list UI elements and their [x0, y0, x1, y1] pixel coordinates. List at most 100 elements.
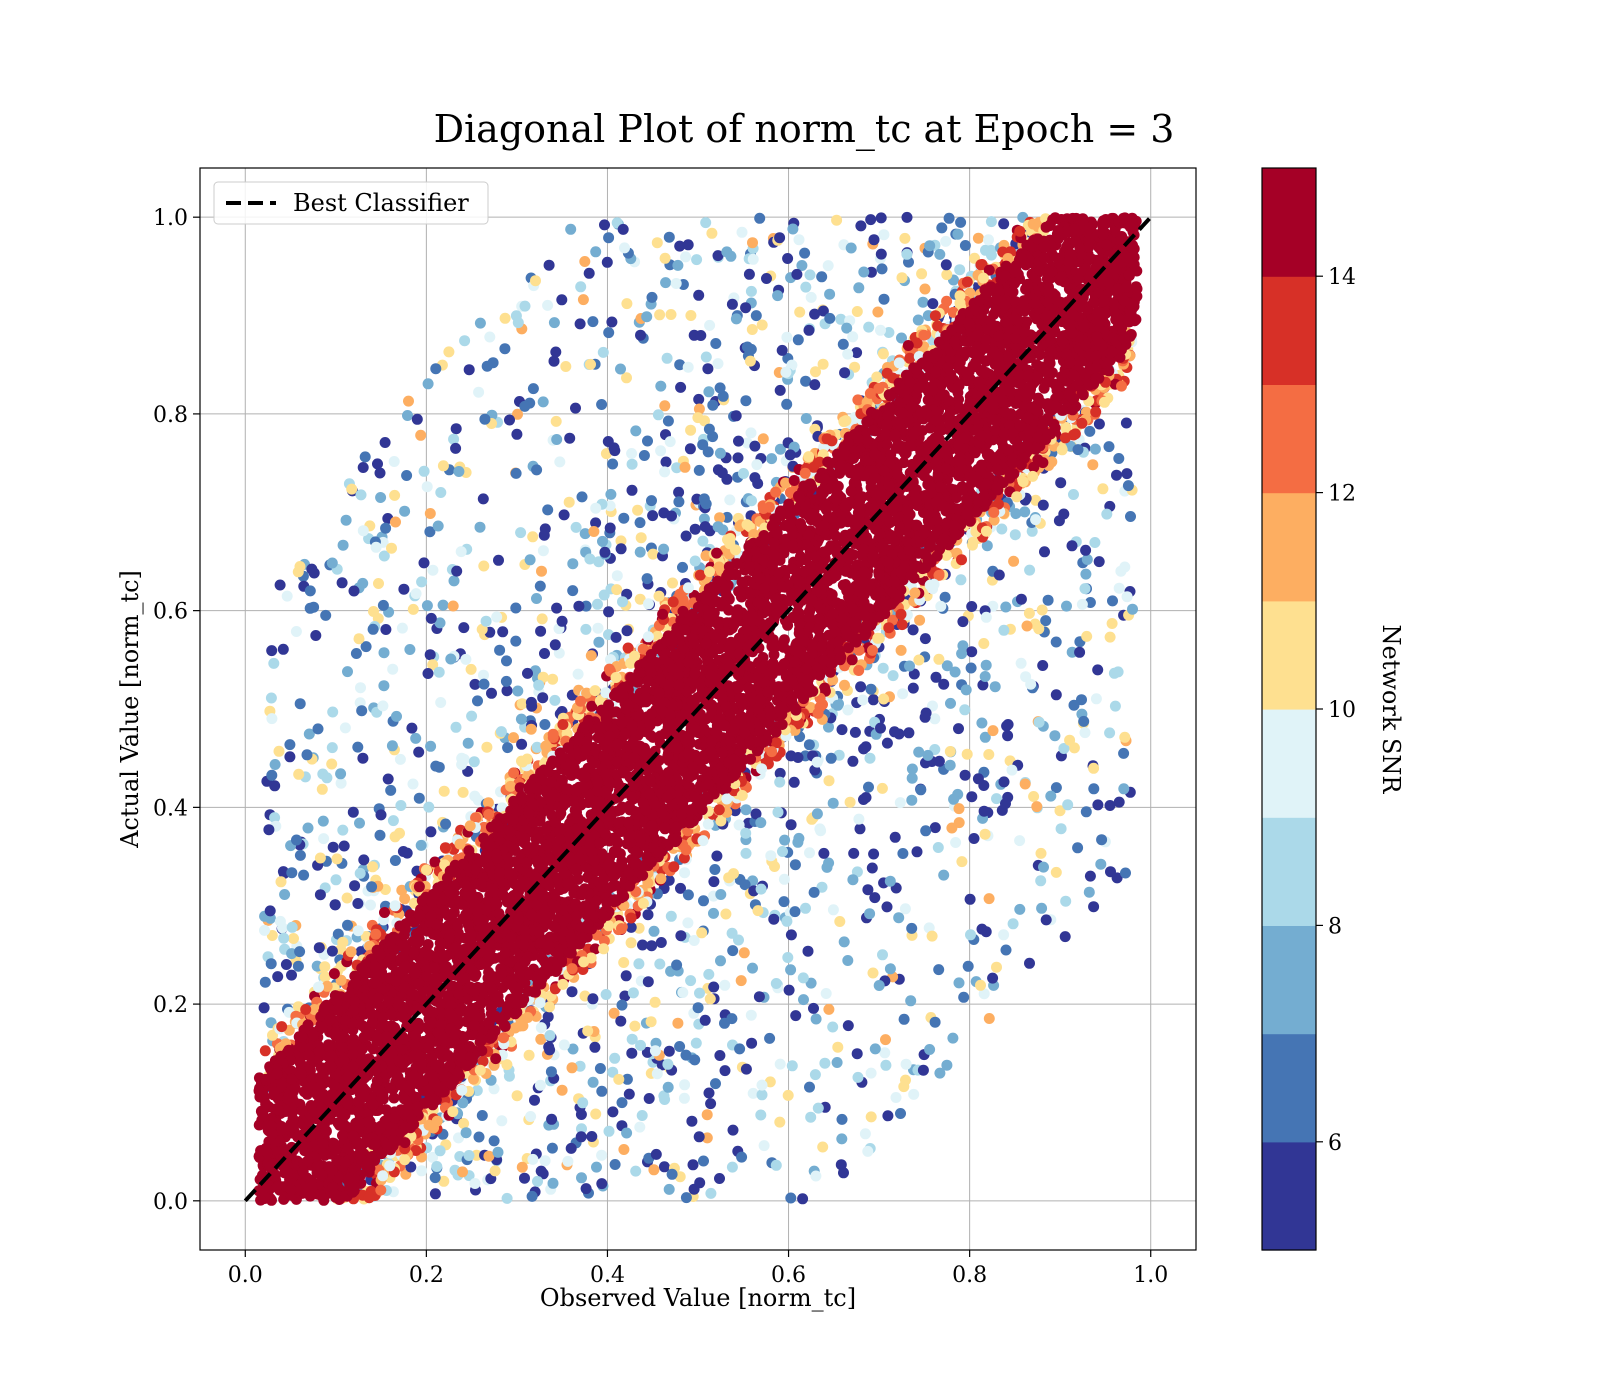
scatter-point: [667, 596, 679, 608]
scatter-point: [793, 234, 805, 246]
scatter-point: [352, 898, 364, 909]
scatter-point: [774, 767, 786, 779]
scatter-point: [712, 358, 724, 370]
scatter-point: [1118, 783, 1130, 795]
scatter-point: [456, 759, 468, 770]
scatter-point: [998, 218, 1010, 230]
scatter-point: [987, 725, 999, 737]
scatter-point: [809, 379, 821, 391]
scatter-point: [375, 492, 387, 503]
scatter-point: [860, 741, 872, 753]
scatter-point: [469, 1178, 481, 1189]
scatter-point: [556, 1084, 568, 1096]
scatter-point: [836, 1133, 848, 1145]
scatter-point: [294, 698, 306, 710]
scatter-point: [396, 622, 408, 634]
scatter-point: [893, 912, 905, 924]
scatter-point: [387, 815, 399, 827]
scatter-point: [693, 289, 705, 301]
scatter-point: [680, 1192, 692, 1204]
scatter-point: [711, 547, 723, 559]
scatter-point: [757, 433, 769, 445]
scatter-point: [823, 721, 834, 733]
scatter-point: [527, 1153, 539, 1165]
scatter-point: [785, 929, 797, 941]
scatter-point: [354, 817, 365, 829]
scatter-point: [1103, 441, 1115, 453]
scatter-point: [671, 462, 683, 474]
scatter-point: [538, 529, 550, 541]
scatter-point: [696, 927, 708, 939]
scatter-point: [611, 570, 623, 582]
scatter-point: [991, 961, 1002, 973]
chart-title: Diagonal Plot of norm_tc at Epoch = 3: [434, 107, 1175, 152]
scatter-point: [985, 216, 997, 228]
scatter-point: [929, 1016, 941, 1028]
scatter-point: [294, 561, 306, 572]
scatter-point: [716, 467, 728, 479]
scatter-point: [617, 223, 629, 235]
scatter-point: [956, 856, 968, 868]
scatter-point: [575, 281, 587, 293]
scatter-point: [294, 849, 306, 861]
scatter-point: [872, 306, 884, 318]
scatter-point: [788, 776, 800, 788]
scatter-point: [636, 1110, 648, 1121]
scatter-point: [954, 264, 966, 276]
scatter-point: [266, 769, 278, 781]
scatter-point: [805, 1111, 817, 1123]
scatter-point: [566, 1062, 578, 1074]
scatter-point: [1014, 903, 1026, 915]
scatter-point: [838, 1167, 849, 1179]
scatter-point: [798, 994, 809, 1006]
scatter-point: [663, 231, 675, 243]
scatter-point: [601, 256, 613, 268]
scatter-point: [535, 625, 547, 637]
scatter-point: [618, 512, 630, 524]
scatter-point: [908, 668, 920, 680]
scatter-point: [646, 495, 657, 507]
scatter-point: [389, 489, 401, 501]
scatter-point: [1113, 796, 1125, 808]
scatter-point: [537, 396, 549, 408]
scatter-point: [658, 1161, 670, 1173]
scatter-point: [630, 425, 642, 437]
scatter-point: [682, 917, 694, 929]
scatter-point: [812, 707, 824, 719]
scatter-point: [477, 493, 489, 505]
scatter-point: [872, 632, 884, 644]
scatter-point: [800, 413, 812, 424]
scatter-point: [516, 1161, 528, 1173]
scatter-point: [512, 408, 523, 420]
scatter-point: [421, 864, 432, 876]
scatter-point: [474, 317, 486, 329]
scatter-point: [298, 869, 310, 881]
scatter-point: [585, 650, 597, 662]
scatter-point: [809, 308, 821, 320]
scatter-point: [609, 445, 621, 457]
scatter-point: [269, 759, 281, 770]
scatter-point: [721, 793, 733, 805]
scatter-point: [842, 348, 854, 360]
scatter-point: [898, 1013, 910, 1025]
scatter-point: [473, 386, 485, 398]
scatter-point: [796, 260, 808, 271]
scatter-point: [865, 1111, 877, 1123]
scatter-point: [534, 580, 546, 592]
scatter-point: [868, 848, 880, 860]
scatter-point: [277, 643, 289, 655]
scatter-point: [643, 1093, 655, 1104]
scatter-point: [378, 647, 390, 659]
scatter-point: [1026, 525, 1038, 537]
scatter-point: [852, 394, 864, 406]
scatter-point: [618, 957, 630, 968]
scatter-point: [535, 1165, 547, 1177]
scatter-point: [259, 924, 270, 936]
scatter-point: [551, 602, 563, 614]
scatter-point: [679, 461, 691, 473]
scatter-point: [803, 739, 815, 751]
scatter-point: [954, 290, 966, 302]
scatter-point: [764, 1032, 776, 1044]
scatter-point: [1050, 866, 1062, 878]
